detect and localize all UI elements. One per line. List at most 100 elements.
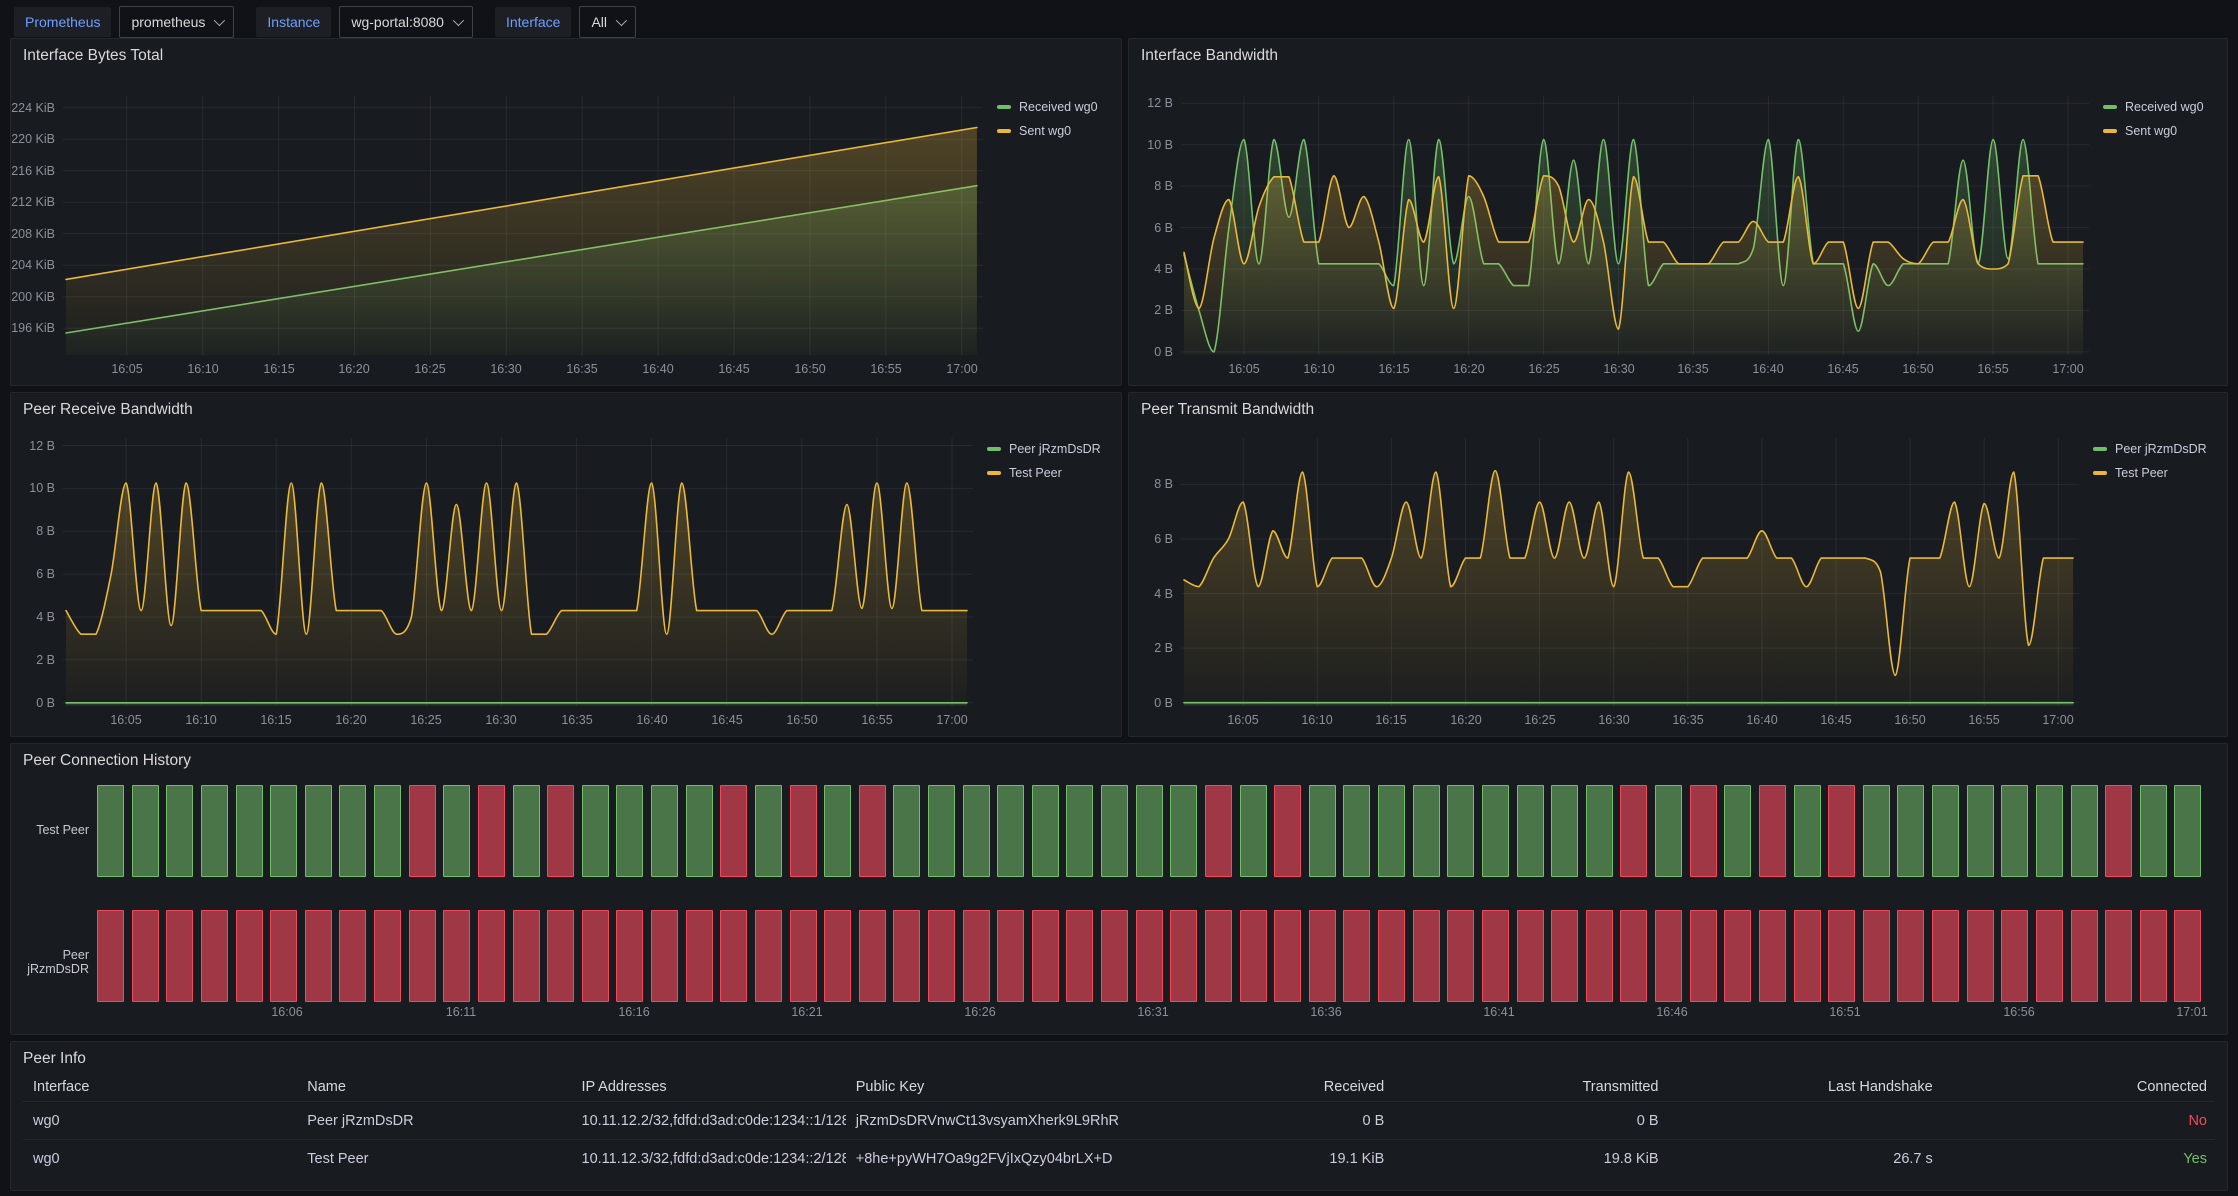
x-axis-tick: 16:50 xyxy=(786,713,818,727)
variable-group-instance: Instance wg-portal:8080 xyxy=(256,6,473,38)
column-header-Connected[interactable]: Connected xyxy=(2136,1078,2207,1095)
state-block-disconnected xyxy=(2001,910,2029,1002)
x-axis-tick: 16:05 xyxy=(110,713,142,727)
state-block-connected xyxy=(962,785,990,877)
y-axis-tick: 4 B xyxy=(1154,587,1173,601)
state-block-disconnected xyxy=(1620,910,1648,1002)
state-block-connected xyxy=(616,785,644,877)
state-block-disconnected xyxy=(1170,910,1198,1002)
state-block-connected xyxy=(1066,785,1094,877)
state-block-disconnected xyxy=(1031,910,1059,1002)
state-block-disconnected xyxy=(754,910,782,1002)
chart-canvas xyxy=(1181,96,2089,355)
state-block-disconnected xyxy=(374,910,402,1002)
x-axis-tick: 16:10 xyxy=(185,713,217,727)
x-axis-tick: 16:15 xyxy=(1375,713,1407,727)
legend-item-Received wg0[interactable]: Received wg0 xyxy=(2103,99,2204,115)
legend-item-Sent wg0[interactable]: Sent wg0 xyxy=(2103,123,2204,139)
variable-select-interface[interactable]: All xyxy=(579,6,637,38)
state-block-disconnected xyxy=(1274,785,1302,877)
column-header-Transmitted[interactable]: Transmitted xyxy=(1582,1078,1659,1095)
state-block-disconnected xyxy=(1516,910,1544,1002)
variable-select-prometheus[interactable]: prometheus xyxy=(119,6,235,38)
cell-transmitted: 19.8 KiB xyxy=(1603,1150,1659,1167)
y-axis-tick: 196 KiB xyxy=(11,321,55,335)
state-block-connected xyxy=(1585,785,1613,877)
x-axis-tick: 16:50 xyxy=(1902,362,1934,376)
panel-title[interactable]: Peer Info xyxy=(23,1050,86,1067)
area-Test Peer xyxy=(1184,470,2074,706)
column-header-Received[interactable]: Received xyxy=(1323,1078,1385,1095)
x-axis-tick: 16:20 xyxy=(335,713,367,727)
legend-item-Received wg0[interactable]: Received wg0 xyxy=(997,99,1098,115)
legend-item-Sent wg0[interactable]: Sent wg0 xyxy=(997,123,1098,139)
x-axis-tick: 16:06 xyxy=(271,1005,303,1019)
variable-label-prometheus: Prometheus xyxy=(14,7,112,37)
y-axis-tick: 8 B xyxy=(36,524,55,538)
state-block-disconnected xyxy=(2105,910,2133,1002)
legend-item-Peer jRzmDsDR[interactable]: Peer jRzmDsDR xyxy=(2093,441,2207,457)
state-block-disconnected xyxy=(408,910,436,1002)
y-axis-tick: 4 B xyxy=(1154,262,1173,276)
time-series-plot[interactable] xyxy=(1181,96,2089,355)
state-block-disconnected xyxy=(339,910,367,1002)
state-block-connected xyxy=(1966,785,1994,877)
state-block-connected xyxy=(131,785,159,877)
state-block-connected xyxy=(1170,785,1198,877)
timeline-row xyxy=(97,785,2209,877)
legend-label: Sent wg0 xyxy=(2125,124,2178,138)
x-axis-tick: 17:00 xyxy=(946,362,978,376)
y-axis-tick: 12 B xyxy=(1147,96,1173,110)
x-axis-tick: 16:56 xyxy=(2003,1005,2035,1019)
x-axis-tick: 16:10 xyxy=(1301,713,1333,727)
column-header-Last Handshake[interactable]: Last Handshake xyxy=(1827,1078,1933,1095)
time-series-plot[interactable] xyxy=(63,438,973,706)
line-Test Peer xyxy=(1183,469,2074,677)
legend-item-Peer jRzmDsDR[interactable]: Peer jRzmDsDR xyxy=(987,441,1101,457)
legend-item-Test Peer[interactable]: Test Peer xyxy=(987,465,1101,481)
y-axis-tick: 2 B xyxy=(1154,303,1173,317)
time-series-plot[interactable] xyxy=(63,96,983,355)
state-block-connected xyxy=(1378,785,1406,877)
y-axis-tick: 0 B xyxy=(36,696,55,710)
state-block-connected xyxy=(685,785,713,877)
state-block-connected xyxy=(1447,785,1475,877)
state-block-connected xyxy=(235,785,263,877)
x-axis-tick: 16:35 xyxy=(566,362,598,376)
x-axis-tick: 16:50 xyxy=(794,362,826,376)
y-axis-tick: 2 B xyxy=(36,653,55,667)
time-series-plot[interactable] xyxy=(1181,438,2079,706)
panel-title[interactable]: Peer Connection History xyxy=(23,752,191,769)
column-header-Name[interactable]: Name xyxy=(307,1078,346,1095)
timeline-row xyxy=(97,910,2209,1002)
y-axis-tick: 8 B xyxy=(1154,179,1173,193)
state-block-connected xyxy=(997,785,1025,877)
panel-title[interactable]: Interface Bytes Total xyxy=(23,47,164,64)
state-block-disconnected xyxy=(1101,910,1129,1002)
x-axis-tick: 16:40 xyxy=(1752,362,1784,376)
cell-connected: No xyxy=(2188,1112,2207,1129)
state-block-disconnected xyxy=(547,910,575,1002)
x-axis-tick: 16:10 xyxy=(187,362,219,376)
state-block-connected xyxy=(2139,785,2167,877)
panel-title[interactable]: Interface Bandwidth xyxy=(1141,47,1279,64)
state-block-disconnected xyxy=(270,910,298,1002)
variable-select-instance[interactable]: wg-portal:8080 xyxy=(339,6,473,38)
column-header-IP Addresses[interactable]: IP Addresses xyxy=(581,1078,667,1095)
panel-title[interactable]: Peer Transmit Bandwidth xyxy=(1141,401,1315,418)
variable-group-interface: Interface All xyxy=(494,6,637,38)
panel-title[interactable]: Peer Receive Bandwidth xyxy=(23,401,193,418)
state-block-connected xyxy=(1308,785,1336,877)
series-color-dash-icon xyxy=(997,129,1011,133)
state-block-disconnected xyxy=(789,785,817,877)
x-axis-tick: 16:55 xyxy=(1968,713,2000,727)
state-block-disconnected xyxy=(235,910,263,1002)
cell-ip_addresses: 10.11.12.3/32,fdfd:d3ad:c0de:1234::2/128 xyxy=(581,1150,846,1167)
column-header-Public Key[interactable]: Public Key xyxy=(855,1078,925,1095)
state-block-disconnected xyxy=(824,910,852,1002)
column-header-Interface[interactable]: Interface xyxy=(33,1078,90,1095)
state-block-connected xyxy=(1239,785,1267,877)
state-block-disconnected xyxy=(1793,910,1821,1002)
cell-interface: wg0 xyxy=(33,1150,60,1167)
legend-item-Test Peer[interactable]: Test Peer xyxy=(2093,465,2207,481)
